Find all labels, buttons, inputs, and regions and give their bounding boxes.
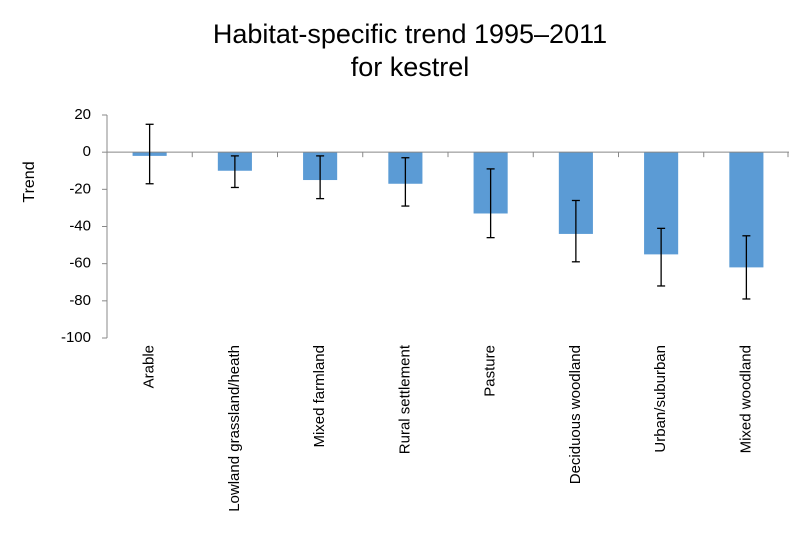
x-tick-label: Lowland grassland/heath bbox=[226, 345, 243, 512]
error-bar bbox=[316, 155, 325, 200]
error-bar bbox=[742, 235, 751, 300]
x-tick-label: Arable bbox=[141, 345, 158, 388]
error-bar bbox=[486, 168, 495, 239]
y-axis-label: Trend bbox=[21, 161, 38, 202]
chart-title: Habitat-specific trend 1995–2011 bbox=[213, 19, 607, 49]
x-tick-label: Deciduous woodland bbox=[567, 345, 584, 484]
error-bar bbox=[401, 157, 410, 207]
x-tick-label: Mixed woodland bbox=[737, 345, 754, 453]
y-tick-label: 0 bbox=[83, 143, 91, 160]
chart-title: for kestrel bbox=[351, 52, 470, 82]
y-tick-label: -60 bbox=[69, 255, 91, 272]
x-tick-label: Mixed farmland bbox=[311, 345, 328, 448]
error-bar bbox=[571, 199, 580, 263]
error-bar bbox=[657, 227, 666, 287]
x-tick-label: Urban/suburban bbox=[652, 345, 669, 453]
x-tick-label: Pasture bbox=[482, 345, 499, 397]
y-tick-label: -80 bbox=[69, 292, 91, 309]
y-tick-label: 20 bbox=[74, 106, 91, 123]
y-tick-label: -100 bbox=[61, 329, 91, 346]
y-tick-label: -20 bbox=[69, 180, 91, 197]
error-bar bbox=[145, 123, 154, 185]
error-bar bbox=[230, 155, 239, 189]
y-tick-label: -40 bbox=[69, 217, 91, 234]
x-tick-label: Rural settlement bbox=[396, 344, 413, 454]
